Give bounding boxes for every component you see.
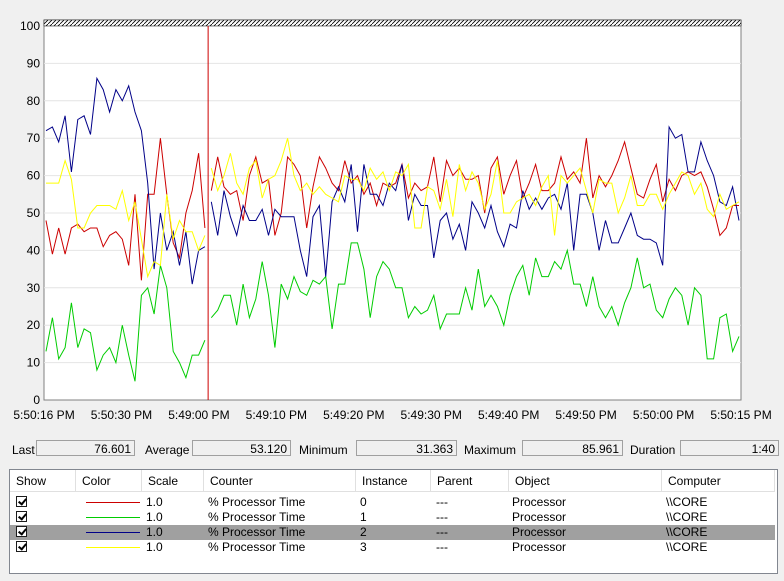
x-tick-label: 5:50:30 PM bbox=[91, 408, 152, 422]
series-line-2-recent bbox=[45, 76, 206, 285]
counter-name: % Processor Time bbox=[208, 495, 306, 509]
chart-series bbox=[45, 76, 740, 382]
column-header-object[interactable]: Object bbox=[509, 470, 662, 492]
x-tick-label: 5:49:50 PM bbox=[555, 408, 616, 422]
counter-list-header: Show Color Scale Counter Instance Parent… bbox=[10, 470, 777, 492]
instance-value: 3 bbox=[360, 540, 367, 554]
computer-value: \\CORE bbox=[666, 510, 708, 524]
average-value: 53.120 bbox=[192, 440, 291, 456]
last-value: 76.601 bbox=[36, 440, 135, 456]
show-checkbox-0[interactable] bbox=[16, 496, 27, 507]
statistics-bar: Last 76.601 Average 53.120 Minimum 31.36… bbox=[0, 440, 784, 460]
scale-value: 1.0 bbox=[146, 525, 163, 539]
parent-value: --- bbox=[436, 510, 448, 524]
y-tick-label: 0 bbox=[33, 393, 40, 407]
y-tick-label: 40 bbox=[27, 243, 41, 257]
y-tick-label: 50 bbox=[27, 206, 41, 220]
color-swatch-3 bbox=[86, 547, 140, 548]
series-line-1-older bbox=[210, 242, 740, 360]
series-line-3-older bbox=[210, 138, 740, 236]
series-line-1-recent bbox=[45, 265, 206, 382]
x-tick-label: 5:49:10 PM bbox=[246, 408, 307, 422]
instance-value: 2 bbox=[360, 525, 367, 539]
maximum-label: Maximum bbox=[464, 443, 517, 457]
column-header-show[interactable]: Show bbox=[10, 470, 76, 492]
x-tick-label: 5:49:20 PM bbox=[323, 408, 384, 422]
maximum-value: 85.961 bbox=[522, 440, 623, 456]
duration-value: 1:40 bbox=[680, 440, 779, 456]
plot-hatch-bar bbox=[43, 19, 742, 27]
counter-row-2[interactable]: 1.0 % Processor Time 2 --- Processor \\C… bbox=[10, 525, 775, 540]
counter-row-3[interactable]: 1.0 % Processor Time 3 --- Processor \\C… bbox=[10, 540, 775, 555]
object-value: Processor bbox=[512, 510, 567, 524]
color-swatch-0 bbox=[86, 502, 140, 503]
average-label: Average bbox=[145, 443, 190, 457]
show-checkbox-2[interactable] bbox=[16, 526, 27, 537]
scale-value: 1.0 bbox=[146, 495, 163, 509]
column-header-scale[interactable]: Scale bbox=[142, 470, 204, 492]
last-label: Last bbox=[12, 443, 35, 457]
x-tick-label: 5:50:00 PM bbox=[633, 408, 694, 422]
column-header-counter[interactable]: Counter bbox=[204, 470, 356, 492]
y-tick-label: 100 bbox=[20, 19, 40, 33]
scale-value: 1.0 bbox=[146, 540, 163, 554]
y-tick-label: 30 bbox=[27, 281, 41, 295]
y-axis-labels: 0 10 20 30 40 50 60 70 80 90 100 bbox=[20, 19, 40, 407]
y-tick-label: 80 bbox=[27, 94, 41, 108]
parent-value: --- bbox=[436, 495, 448, 509]
y-tick-label: 20 bbox=[27, 318, 41, 332]
performance-chart[interactable]: 0 10 20 30 40 50 60 70 80 90 100 5:50:16 PM 5:50:30… bbox=[0, 0, 784, 432]
column-header-color[interactable]: Color bbox=[76, 470, 142, 492]
minimum-label: Minimum bbox=[299, 443, 348, 457]
counter-row-1[interactable]: 1.0 % Processor Time 1 --- Processor \\C… bbox=[10, 510, 775, 525]
counter-list[interactable]: Show Color Scale Counter Instance Parent… bbox=[9, 469, 778, 574]
x-axis-labels: 5:50:16 PM 5:50:30 PM 5:49:00 PM 5:49:10 PM… bbox=[13, 408, 771, 422]
x-tick-label: 5:50:15 PM bbox=[710, 408, 771, 422]
x-tick-label: 5:50:16 PM bbox=[13, 408, 74, 422]
column-header-instance[interactable]: Instance bbox=[356, 470, 431, 492]
y-tick-label: 10 bbox=[27, 356, 41, 370]
counter-name: % Processor Time bbox=[208, 510, 306, 524]
scale-value: 1.0 bbox=[146, 510, 163, 524]
counter-name: % Processor Time bbox=[208, 540, 306, 554]
y-tick-label: 60 bbox=[27, 169, 41, 183]
column-header-computer[interactable]: Computer bbox=[662, 470, 775, 492]
computer-value: \\CORE bbox=[666, 495, 708, 509]
y-tick-label: 90 bbox=[27, 56, 41, 70]
instance-value: 0 bbox=[360, 495, 367, 509]
instance-value: 1 bbox=[360, 510, 367, 524]
plot-area bbox=[43, 19, 742, 401]
series-line-0-recent bbox=[45, 138, 206, 281]
show-checkbox-1[interactable] bbox=[16, 511, 27, 522]
x-tick-label: 5:49:40 PM bbox=[478, 408, 539, 422]
duration-label: Duration bbox=[630, 443, 676, 457]
object-value: Processor bbox=[512, 540, 567, 554]
color-swatch-2 bbox=[86, 532, 140, 533]
x-tick-label: 5:49:30 PM bbox=[401, 408, 462, 422]
computer-value: \\CORE bbox=[666, 540, 708, 554]
minimum-value: 31.363 bbox=[356, 440, 457, 456]
counter-name: % Processor Time bbox=[208, 525, 306, 539]
color-swatch-1 bbox=[86, 517, 140, 518]
object-value: Processor bbox=[512, 495, 567, 509]
parent-value: --- bbox=[436, 540, 448, 554]
computer-value: \\CORE bbox=[666, 525, 708, 539]
series-line-3-recent bbox=[46, 158, 206, 279]
x-tick-label: 5:49:00 PM bbox=[168, 408, 229, 422]
show-checkbox-3[interactable] bbox=[16, 541, 27, 552]
counter-row-0[interactable]: 1.0 % Processor Time 0 --- Processor \\C… bbox=[10, 495, 775, 510]
series-line-2-older bbox=[210, 125, 740, 277]
object-value: Processor bbox=[512, 525, 567, 539]
column-header-parent[interactable]: Parent bbox=[431, 470, 509, 492]
y-tick-label: 70 bbox=[27, 131, 41, 145]
parent-value: --- bbox=[436, 525, 448, 539]
status-strip bbox=[0, 574, 784, 581]
